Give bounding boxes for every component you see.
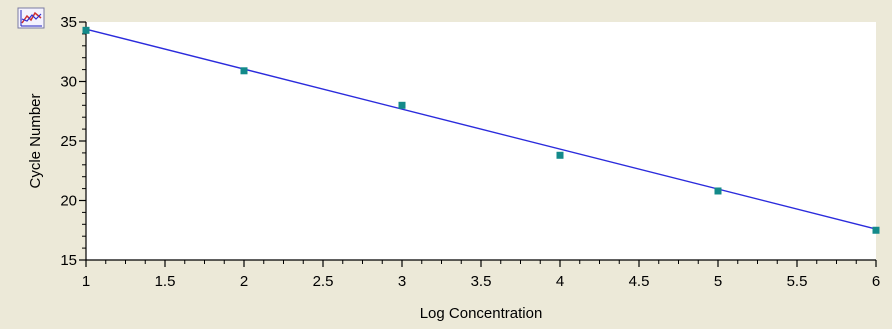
y-axis-ticks: 15 20 25 30 35 xyxy=(60,14,86,269)
y-axis-label: Cycle Number xyxy=(27,93,44,188)
y-tick-label: 30 xyxy=(60,74,77,91)
x-tick-label: 4.5 xyxy=(629,273,650,290)
x-tick-label: 6 xyxy=(872,273,880,290)
x-tick-label: 4 xyxy=(556,273,564,290)
data-point xyxy=(556,151,564,159)
x-tick-label: 3.5 xyxy=(471,273,492,290)
trendline-group xyxy=(85,28,877,230)
y-tick-label: 15 xyxy=(60,252,77,269)
x-tick-label: 5 xyxy=(714,273,722,290)
x-axis-label: Log Concentration xyxy=(420,305,543,322)
data-point xyxy=(398,101,406,109)
x-tick-label: 1.5 xyxy=(155,273,176,290)
plot-area xyxy=(86,22,876,260)
y-tick-label: 35 xyxy=(60,14,77,31)
data-point xyxy=(82,26,90,34)
x-tick-label: 2.5 xyxy=(313,273,334,290)
chart-icon[interactable] xyxy=(17,7,45,29)
data-point xyxy=(240,67,248,75)
data-point xyxy=(714,187,722,195)
data-points xyxy=(82,26,880,234)
x-tick-label: 2 xyxy=(240,273,248,290)
y-tick-label: 25 xyxy=(60,133,77,150)
trendline xyxy=(85,28,877,230)
x-tick-label: 3 xyxy=(398,273,406,290)
data-point xyxy=(872,226,880,234)
x-tick-label: 1 xyxy=(82,273,90,290)
x-tick-label: 5.5 xyxy=(787,273,808,290)
y-tick-label: 20 xyxy=(60,193,77,210)
x-axis-ticks: 1 1.5 2 2.5 3 3.5 4 4.5 5 5.5 6 xyxy=(82,260,880,290)
